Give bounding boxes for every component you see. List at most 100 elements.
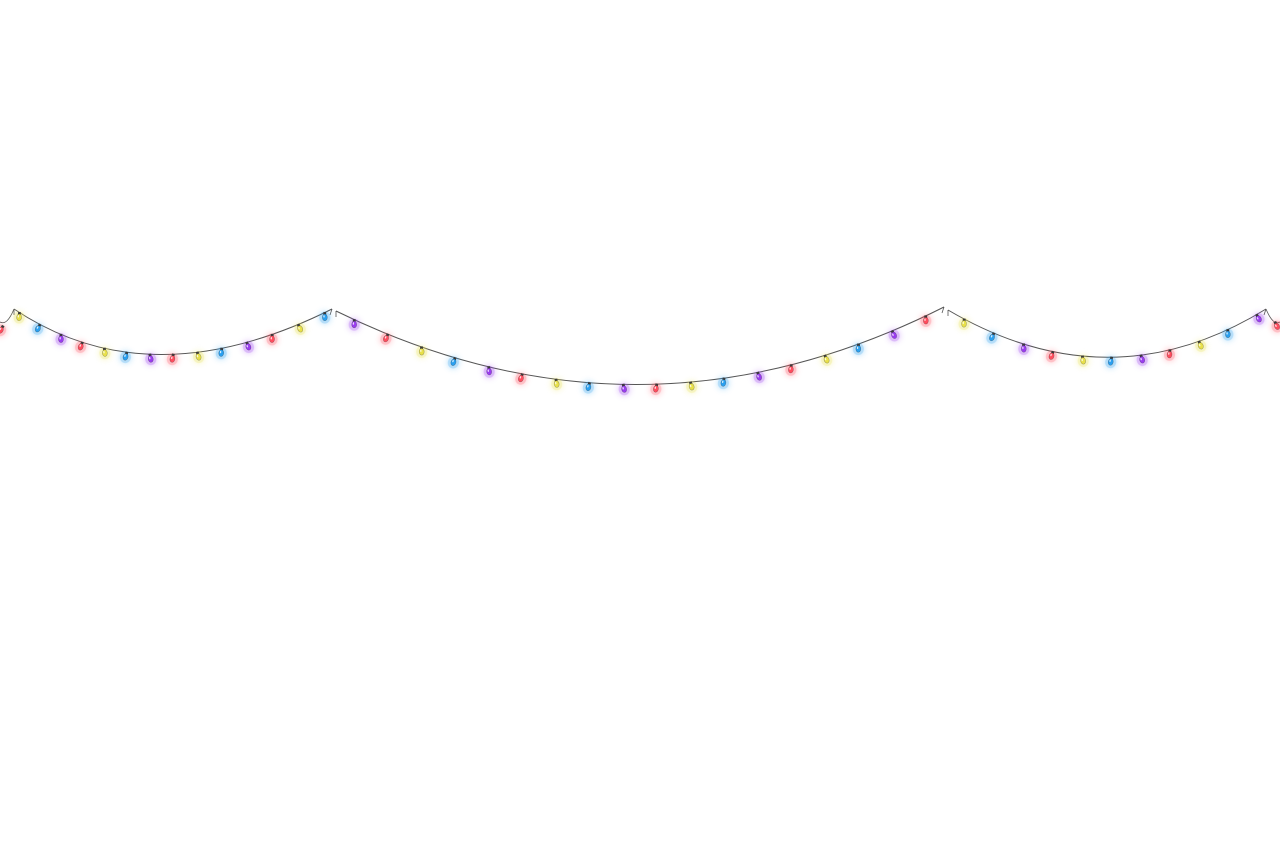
bulb-yellow-2-8 (1195, 340, 1207, 352)
left-strand-wire (13, 308, 333, 355)
bulb-shine (452, 359, 454, 363)
bulb-shine (1022, 346, 1024, 350)
bulb-socket (962, 318, 966, 322)
bulb-shine (246, 344, 249, 348)
bulb-shine (519, 376, 522, 379)
bulb-blue-1-15 (852, 343, 864, 356)
bulb-glass (383, 335, 389, 343)
bulb-shine (17, 314, 20, 318)
bulb-shine (0, 327, 2, 331)
bulb-blue-1-3 (447, 356, 459, 369)
bulb-yellow-1-6 (551, 378, 563, 391)
bulb-shine (171, 356, 173, 360)
bulb-red-edge-right (1271, 320, 1280, 333)
bulb-glass (1225, 330, 1231, 339)
bulb-purple-1-4 (483, 365, 495, 378)
bulb-red-2-7 (1163, 348, 1176, 361)
bulb-glass (961, 320, 967, 328)
bulb-socket (1226, 329, 1230, 332)
bulb-shine (962, 321, 964, 325)
bulb-glass (77, 343, 84, 351)
bulb-purple-1-0 (348, 318, 360, 331)
bulb-blue-0-13 (319, 311, 331, 324)
bulb-yellow-0-0 (13, 311, 25, 324)
bulb-glass (218, 349, 225, 357)
bulb-red-1-17 (920, 314, 932, 327)
bulb-purple-0-10 (242, 341, 255, 353)
bulb-shine (487, 369, 489, 372)
bulb-glass (788, 365, 794, 374)
bulb-glass (1107, 358, 1114, 366)
bulb-red-1-1 (380, 332, 392, 345)
bulb-shine (1226, 332, 1228, 335)
bulb-blue-1-11 (717, 377, 729, 390)
bulb-shine (59, 336, 61, 340)
bulb-glass (989, 334, 995, 342)
bulb-shine (689, 384, 692, 388)
bulb-yellow-2-0 (958, 318, 970, 331)
bulb-socket (59, 333, 63, 337)
bulb-glass (58, 335, 64, 343)
bulb-purple-2-2 (1018, 342, 1030, 355)
bulb-shine (103, 350, 105, 354)
bulb-socket (1022, 343, 1026, 347)
wire-group (0, 306, 1280, 385)
bulb-yellow-0-12 (294, 323, 306, 335)
bulb-red-1-5 (515, 372, 527, 385)
bulb-yellow-0-4 (99, 347, 111, 360)
bulb-blue-0-9 (215, 347, 227, 360)
bulb-red-0-7 (166, 353, 178, 366)
bulb-socket (857, 343, 860, 347)
bulb-purple-0-6 (145, 353, 157, 366)
right-strand-wire (947, 308, 1267, 358)
bulb-shine (270, 336, 272, 340)
bulb-shine (298, 327, 300, 330)
bulb-shine (1081, 358, 1083, 362)
bulb-red-1-9 (650, 383, 662, 396)
bulb-purple-1-12 (753, 371, 765, 384)
bulb-glass (418, 348, 425, 356)
right-strand-hook (1263, 308, 1267, 316)
bulb-glass (585, 383, 592, 392)
bulb-shine (722, 380, 724, 384)
bulb-shine (554, 381, 557, 385)
bulb-yellow-1-10 (686, 380, 698, 393)
bulb-shine (892, 333, 894, 336)
bulb-glass (720, 379, 727, 387)
bulb-glass (1021, 345, 1027, 353)
bulb-red-0-11 (266, 333, 278, 346)
bulb-purple-0-2 (55, 333, 67, 346)
bulb-glass (450, 358, 457, 366)
bulb-red-1-13 (785, 363, 797, 376)
bulb-glass (169, 355, 176, 363)
bulb-shine (990, 335, 993, 338)
bulb-glass (102, 349, 108, 357)
bulb-shine (1140, 357, 1142, 361)
bulb-red-2-3 (1045, 350, 1058, 363)
bulb-shine (856, 346, 859, 350)
bulb-glass (322, 313, 328, 322)
bulb-blue-2-5 (1105, 356, 1117, 369)
bulb-yellow-2-4 (1077, 354, 1089, 367)
middle-strand-hook (941, 306, 945, 314)
bulb-shine (587, 384, 589, 388)
bulb-group (0, 311, 1280, 396)
bulb-shine (352, 322, 355, 325)
bulb-red-edge-left (0, 324, 7, 337)
bulb-shine (924, 318, 926, 322)
bulb-shine (1256, 317, 1259, 320)
bulb-glass (0, 326, 4, 334)
bulb-blue-2-1 (986, 331, 998, 344)
bulb-shine (196, 354, 199, 358)
bulb-glass (855, 345, 862, 353)
bulb-yellow-1-14 (821, 354, 833, 366)
bulb-shine (1275, 324, 1277, 327)
bulb-socket (924, 315, 928, 319)
bulb-shine (36, 326, 39, 329)
bulb-socket (420, 346, 423, 350)
bulb-shine (420, 349, 422, 353)
bulb-shine (124, 354, 126, 357)
bulb-shine (323, 315, 325, 318)
bulb-glass (16, 313, 22, 321)
